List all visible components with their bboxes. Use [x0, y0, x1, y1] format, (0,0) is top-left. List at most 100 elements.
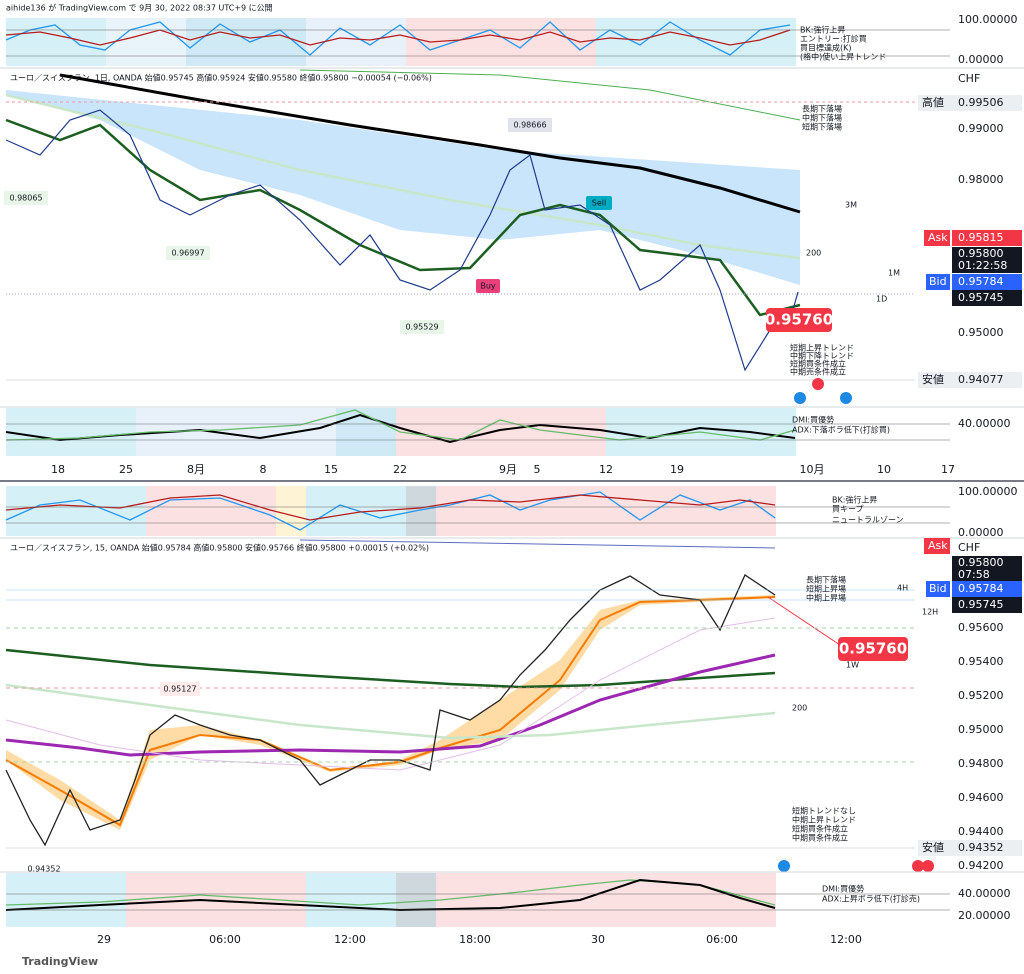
axis-label: 0.95400: [958, 655, 1004, 668]
annotation: 4H: [897, 584, 908, 593]
ma-line: [5, 648, 776, 689]
ma-line: [59, 73, 801, 214]
annotation: 200: [792, 704, 807, 713]
annotation: 0.95529: [405, 323, 438, 332]
x-tick-label: 8月: [187, 463, 205, 476]
tag-value: 01:22:58: [958, 259, 1007, 272]
axis-label: 20.00000: [958, 909, 1011, 922]
price-callout-text: 0.95760: [839, 640, 907, 658]
price-axis: 0.95600 0.95400 0.95200 0.95000 0.94800 0.946…: [958, 621, 1004, 872]
tag-label: 安値: [922, 372, 944, 386]
price-callout: [766, 308, 832, 332]
signal-text: Buy: [480, 282, 496, 291]
tag-value: 0.94077: [958, 373, 1004, 386]
icon: [778, 860, 790, 872]
annotation: 1M: [888, 269, 900, 278]
legend: ユーロ／スイスフラン, 15, OANDA 始値0.95784 高値0.9580…: [10, 543, 429, 553]
note: (格中)使い上昇トレンド: [800, 52, 886, 62]
axis-label: 0.94600: [958, 791, 1004, 804]
note: 中期上昇場: [806, 593, 846, 603]
annotation: 0.96997: [171, 249, 204, 258]
signal: [476, 279, 500, 293]
tag-value: 0.95745: [958, 598, 1004, 611]
tag: [926, 581, 950, 597]
x-tick-label: 19: [670, 463, 684, 476]
axis-label: 40.00000: [958, 417, 1011, 430]
note: エントリー:打診買: [800, 34, 867, 44]
price-callout: [838, 637, 908, 661]
x-tick-label: 17: [941, 463, 955, 476]
cloud: [6, 90, 800, 285]
annotation: 200: [806, 249, 821, 258]
price-line: [5, 574, 776, 847]
signal-text: Sell: [592, 199, 606, 208]
note: 中期下降トレンド: [790, 351, 854, 361]
ma-line: [5, 683, 776, 740]
tag-value: 0.95800: [958, 247, 1004, 260]
x-tick-label: 22: [393, 463, 407, 476]
tag-value: 0.95745: [958, 291, 1004, 304]
legend: ユーロ／スイスフラン, 1日, OANDA 始値0.95745 高値0.9592…: [10, 73, 432, 83]
axis-label: 0.94400: [958, 825, 1004, 838]
tag: [924, 230, 950, 246]
tag-label: 安値: [922, 840, 944, 854]
tag-label: Ask: [928, 231, 948, 244]
tag: [952, 556, 1022, 582]
x-tick-label: 18:00: [459, 933, 491, 946]
tag-label: Bid: [929, 275, 947, 288]
price-callout-text: 0.95760: [765, 311, 833, 329]
tag: [952, 290, 1022, 306]
tag-value: 0.95815: [958, 231, 1004, 244]
note: 中期上昇トレンド: [792, 815, 856, 825]
annotation: 1D: [876, 295, 887, 304]
annotation-box: [160, 682, 200, 696]
x-tick-label: 29: [97, 933, 111, 946]
axis-label: 0.00000: [958, 53, 1004, 66]
axis-label: 0.95000: [958, 326, 1004, 339]
tag-label: Ask: [928, 539, 948, 552]
tag: [924, 538, 950, 554]
axis-label: 0.94800: [958, 757, 1004, 770]
note: DMI:買優勢: [792, 415, 834, 425]
tag: [952, 597, 1022, 613]
tag-value: 07:58: [958, 568, 990, 581]
osc-line: [5, 878, 776, 912]
x-axis: 18 25 8月 8 15 22 9月 5 12 19 10月 10 17: [51, 463, 955, 476]
brand: TradingView: [22, 955, 98, 968]
intraday-osc-bands: [6, 486, 776, 536]
price-line: [5, 109, 799, 372]
note: 短期買条件成立: [792, 824, 848, 834]
annotation: 1W: [846, 661, 859, 670]
tag-label: 高値: [922, 95, 944, 109]
axis-label: 0.95200: [958, 689, 1004, 702]
x-axis: 29 06:00 12:00 18:00 30 06:00 12:00: [97, 933, 862, 946]
tag-value: 0.95784: [958, 582, 1004, 595]
tag: [952, 230, 1022, 246]
annotation-box: [166, 246, 210, 260]
annotation: 12H: [922, 608, 938, 617]
note: 買キープ: [832, 505, 864, 514]
note: ニュートラルゾーン: [832, 516, 904, 525]
tag: [918, 372, 1022, 388]
ma-line: [299, 539, 776, 549]
annotation-box: [508, 118, 552, 132]
axis-label: 0.95600: [958, 621, 1004, 634]
note: BK:強行上昇: [832, 495, 877, 505]
x-tick-label: 06:00: [209, 933, 241, 946]
annotation-box: [4, 191, 48, 205]
annotation: 0.98666: [513, 121, 546, 130]
x-tick-label: 9月: [499, 463, 517, 476]
icon: [912, 860, 924, 872]
x-tick-label: 12:00: [334, 933, 366, 946]
note: 短期上昇場: [806, 584, 846, 594]
icon: [840, 392, 852, 404]
x-tick-label: 15: [324, 463, 338, 476]
ma-line: [5, 617, 776, 771]
note: BK:強行上昇: [800, 25, 845, 35]
icon: [922, 860, 934, 872]
note: 中期買条件成立: [792, 833, 848, 843]
note: 短期トレンドなし: [792, 806, 856, 816]
axis-label: 0.98000: [958, 173, 1004, 186]
osc-line: [5, 491, 776, 531]
